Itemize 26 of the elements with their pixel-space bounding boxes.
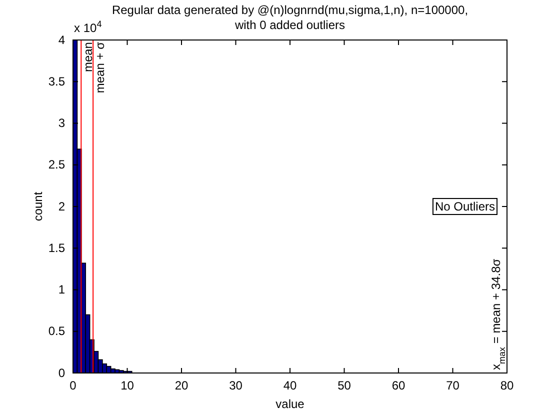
annotation: No Outliers [434, 200, 495, 214]
x-tick-label: 50 [338, 378, 352, 393]
x-tick-label: 30 [229, 378, 243, 393]
x-tick-label: 80 [500, 378, 514, 393]
y-tick-label: 3.5 [48, 74, 66, 88]
y-tick-label: 2 [58, 199, 66, 214]
x-tick-label: 70 [446, 378, 460, 393]
y-tick-label: 0.5 [48, 324, 66, 338]
x-tick-label: 20 [174, 378, 188, 393]
ref-line-label: mean [81, 42, 96, 72]
x-axis-title: value [276, 397, 305, 411]
y-axis-title: count [31, 191, 45, 222]
x-tick-label: 0 [70, 378, 77, 393]
y-tick-label: 2.5 [48, 158, 66, 172]
x-tick-label: 10 [120, 378, 134, 393]
chart-subtitle: with 0 added outliers [234, 18, 346, 32]
y-tick-label: 3 [58, 116, 66, 130]
ref-line-label: mean + σ [93, 41, 108, 94]
chart-title: Regular data generated by @(n)lognrnd(mu,sigma,1,n), n=100000, [112, 3, 468, 17]
y-tick-label: 4 [58, 32, 66, 47]
x-tick-label: 40 [283, 378, 297, 393]
y-tick-label: 1 [58, 282, 66, 297]
text: x 10$^{4}$ [74, 19, 102, 35]
y-tick-label: 0 [58, 366, 66, 380]
x-tick-label: 60 [392, 378, 406, 393]
y-tick-label: 1.5 [48, 240, 66, 255]
